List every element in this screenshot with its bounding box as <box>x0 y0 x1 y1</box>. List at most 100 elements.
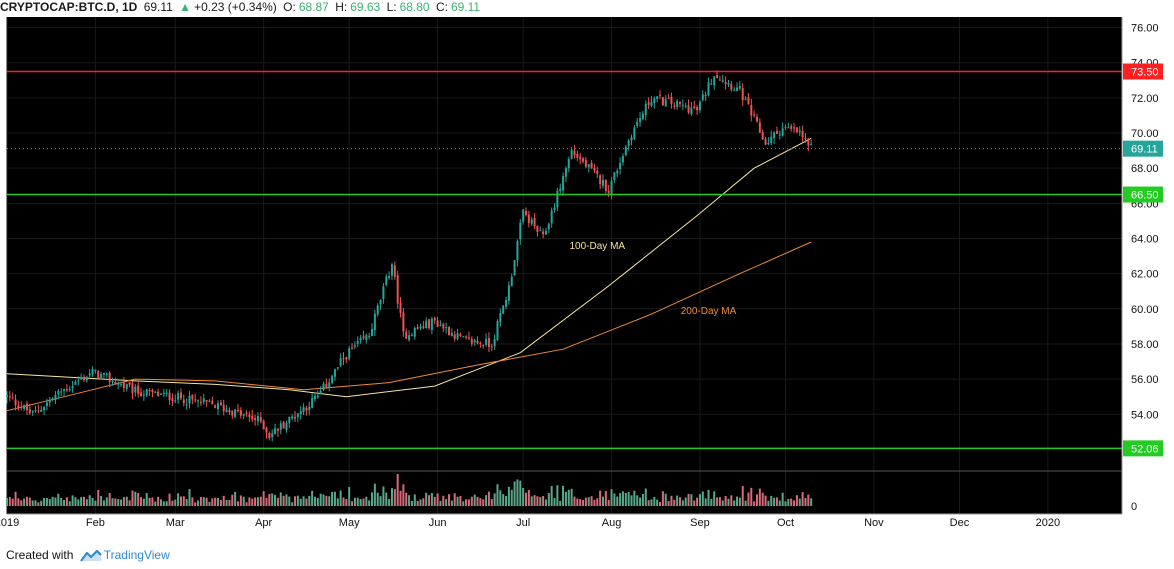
price-tick-label: 64.00 <box>1131 233 1159 245</box>
candle-body-up <box>516 240 519 261</box>
volume-bar-down <box>399 490 402 506</box>
ma-100-annotation: 100-Day MA <box>570 241 626 252</box>
symbol-label[interactable]: CRYPTOCAP:BTC.D, 1D <box>0 0 138 14</box>
volume-bar-up <box>242 496 245 506</box>
candle-body-down <box>470 339 473 344</box>
time-tick-label: Feb <box>86 517 105 529</box>
volume-bar-up <box>698 494 701 506</box>
candle-body-down <box>428 319 431 329</box>
candle-body-down <box>402 312 405 332</box>
candle-body-down <box>114 382 117 385</box>
volume-bar-down <box>596 498 599 506</box>
volume-bar-up <box>316 497 319 506</box>
volume-bar-down <box>479 498 482 506</box>
volume-bar-up <box>684 497 687 506</box>
volume-bar-up <box>624 493 627 506</box>
volume-bar-up <box>567 489 570 506</box>
candle-body-up <box>185 404 188 406</box>
volume-bar-down <box>114 498 117 506</box>
volume-bar-down <box>168 493 171 506</box>
support-level-tag <box>1123 186 1163 203</box>
volume-pane <box>6 470 1122 506</box>
price-axis[interactable] <box>1122 17 1174 514</box>
volume-bar-up <box>174 499 177 506</box>
volume-bar-up <box>553 498 556 506</box>
volume-bar-up <box>356 497 359 506</box>
volume-bar-down <box>678 497 681 506</box>
candle-body-down <box>525 210 528 215</box>
candle-body-up <box>767 143 770 145</box>
volume-bar-down <box>542 495 545 506</box>
candle-body-down <box>582 158 585 162</box>
candle-body-down <box>433 317 436 321</box>
grid <box>6 17 1122 514</box>
candle-body-up <box>562 175 565 191</box>
volume-bar-up <box>510 489 513 506</box>
volume-bar-down <box>607 499 610 506</box>
candle-body-up <box>279 423 282 430</box>
volume-bar-down <box>428 495 431 506</box>
volume-bar-up <box>333 491 336 506</box>
tradingview-brand[interactable]: TradingView <box>103 548 170 562</box>
candle-body-up <box>676 100 679 107</box>
candle-body-down <box>128 382 131 385</box>
time-tick-label: Sep <box>690 517 710 529</box>
candle-body-up <box>798 130 801 132</box>
volume-bar-up <box>208 501 211 506</box>
volume-bar-up <box>162 501 165 506</box>
volume-bar-down <box>396 474 399 506</box>
volume-bar-down <box>579 499 582 506</box>
candle-body-down <box>687 105 690 113</box>
candle-body-up <box>462 336 465 338</box>
candle-body-up <box>639 118 642 122</box>
candle-body-up <box>690 107 693 115</box>
candle-body-down <box>753 114 756 116</box>
candle-body-up <box>587 164 590 168</box>
volume-bar-down <box>576 498 579 506</box>
volume-bar-down <box>219 499 222 506</box>
volume-bar-down <box>465 499 468 506</box>
candle-body-up <box>621 156 624 163</box>
volume-bar-up <box>456 496 459 506</box>
volume-bar-up <box>6 498 8 506</box>
volume-bar-down <box>750 487 753 506</box>
candle-body-up <box>134 386 137 393</box>
volume-bar-down <box>775 497 778 506</box>
volume-bar-down <box>527 489 530 506</box>
volume-bar-up <box>94 500 97 506</box>
candle-body-up <box>333 369 336 377</box>
candle-body-down <box>28 409 31 413</box>
candle-body-up <box>63 388 66 391</box>
candle-body-up <box>319 390 322 395</box>
volume-bar-up <box>519 480 522 506</box>
resistance-level-label: 73.50 <box>1131 66 1159 78</box>
low-label: L: <box>386 0 397 14</box>
candle-body-up <box>653 98 656 104</box>
time-axis[interactable] <box>0 514 1174 542</box>
volume-bar-up <box>159 499 162 506</box>
candle-body-up <box>630 137 633 141</box>
volume-bar-down <box>37 502 40 506</box>
candle-body-up <box>425 320 428 329</box>
candle-body-down <box>667 98 670 100</box>
volume-bar-down <box>793 500 796 506</box>
price-tick-label: 60.00 <box>1131 304 1159 316</box>
candle-body-down <box>294 416 297 419</box>
candle-body-up <box>507 285 510 301</box>
candle-body-up <box>522 209 525 222</box>
support-level-label: 66.50 <box>1131 190 1159 202</box>
volume-bar-down <box>14 491 17 506</box>
volume-bar-up <box>676 495 679 506</box>
candle-body-up <box>111 380 114 382</box>
candle-body-down <box>122 382 125 389</box>
volume-bar-down <box>804 497 807 506</box>
candle-body-up <box>48 400 51 403</box>
candle-body-up <box>274 428 277 434</box>
volume-bar-up <box>530 496 533 506</box>
volume-bar-up <box>408 495 411 506</box>
volume-bar-down <box>148 497 151 506</box>
candle-body-up <box>299 410 302 415</box>
volume-bar-up <box>43 497 46 506</box>
volume-bar-down <box>236 501 239 506</box>
